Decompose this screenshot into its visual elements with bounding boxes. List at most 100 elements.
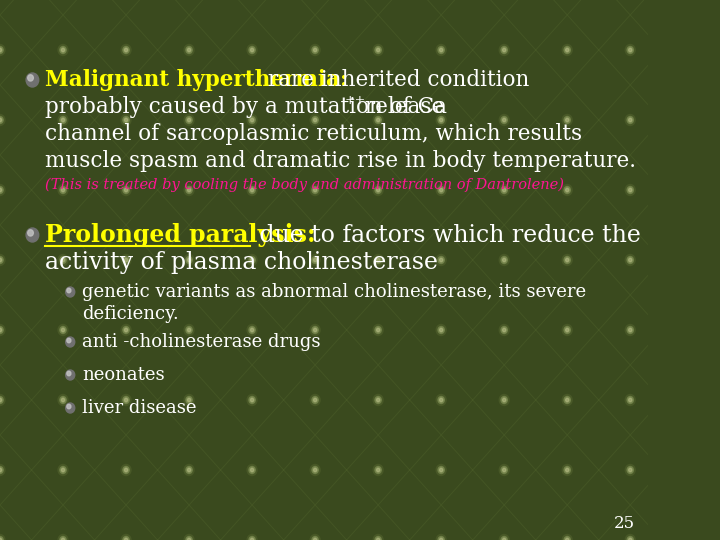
Circle shape	[499, 325, 509, 335]
Circle shape	[436, 535, 446, 540]
Circle shape	[377, 398, 379, 402]
Circle shape	[125, 328, 127, 332]
Circle shape	[627, 186, 634, 193]
Circle shape	[187, 328, 191, 332]
Circle shape	[251, 48, 253, 52]
Circle shape	[251, 328, 253, 332]
Circle shape	[312, 396, 318, 403]
Circle shape	[58, 44, 68, 56]
Circle shape	[438, 467, 444, 474]
Circle shape	[184, 185, 194, 195]
Circle shape	[564, 186, 570, 193]
Circle shape	[186, 537, 192, 540]
Circle shape	[66, 287, 75, 297]
Circle shape	[627, 537, 634, 540]
Circle shape	[0, 537, 3, 540]
Circle shape	[438, 46, 444, 53]
Circle shape	[377, 468, 379, 472]
Circle shape	[58, 395, 68, 406]
Circle shape	[61, 48, 65, 52]
Circle shape	[66, 403, 75, 413]
Circle shape	[0, 188, 1, 192]
Circle shape	[377, 258, 379, 262]
Circle shape	[121, 395, 131, 406]
Circle shape	[121, 114, 131, 125]
Circle shape	[436, 185, 446, 195]
Circle shape	[566, 118, 569, 122]
Circle shape	[373, 325, 383, 335]
Circle shape	[438, 396, 444, 403]
Circle shape	[184, 254, 194, 266]
Circle shape	[251, 118, 253, 122]
Circle shape	[562, 535, 572, 540]
Circle shape	[625, 464, 635, 476]
Circle shape	[566, 328, 569, 332]
Circle shape	[121, 464, 131, 476]
Circle shape	[375, 46, 382, 53]
Circle shape	[436, 325, 446, 335]
Circle shape	[627, 327, 634, 334]
Circle shape	[249, 327, 256, 334]
Circle shape	[439, 188, 443, 192]
Circle shape	[247, 395, 257, 406]
Circle shape	[629, 118, 632, 122]
Circle shape	[123, 46, 129, 53]
Circle shape	[184, 535, 194, 540]
Circle shape	[0, 46, 3, 53]
Circle shape	[562, 325, 572, 335]
Circle shape	[313, 118, 317, 122]
Text: due to factors which reduce the: due to factors which reduce the	[252, 224, 641, 246]
Circle shape	[436, 464, 446, 476]
Circle shape	[501, 396, 508, 403]
Circle shape	[60, 186, 66, 193]
Circle shape	[0, 468, 1, 472]
Circle shape	[375, 537, 382, 540]
Circle shape	[186, 327, 192, 334]
Circle shape	[187, 468, 191, 472]
Circle shape	[187, 48, 191, 52]
Circle shape	[566, 48, 569, 52]
Circle shape	[186, 186, 192, 193]
Circle shape	[562, 185, 572, 195]
Circle shape	[251, 258, 253, 262]
Circle shape	[60, 117, 66, 124]
Circle shape	[310, 464, 320, 476]
Text: liver disease: liver disease	[82, 399, 197, 417]
Circle shape	[564, 467, 570, 474]
Circle shape	[121, 325, 131, 335]
Circle shape	[125, 468, 127, 472]
Circle shape	[184, 464, 194, 476]
Circle shape	[249, 467, 256, 474]
Circle shape	[187, 538, 191, 540]
Circle shape	[312, 467, 318, 474]
Circle shape	[503, 118, 506, 122]
Circle shape	[0, 396, 3, 403]
Circle shape	[629, 258, 632, 262]
Circle shape	[564, 46, 570, 53]
Circle shape	[187, 258, 191, 262]
Circle shape	[61, 258, 65, 262]
Circle shape	[439, 538, 443, 540]
Circle shape	[564, 537, 570, 540]
Circle shape	[125, 258, 127, 262]
Circle shape	[125, 118, 127, 122]
Circle shape	[629, 398, 632, 402]
Circle shape	[375, 327, 382, 334]
Circle shape	[503, 188, 506, 192]
Circle shape	[373, 114, 383, 125]
Circle shape	[562, 254, 572, 266]
Circle shape	[438, 537, 444, 540]
Text: Prolonged paralysis:: Prolonged paralysis:	[45, 223, 315, 247]
Circle shape	[310, 395, 320, 406]
Circle shape	[499, 535, 509, 540]
Circle shape	[439, 328, 443, 332]
Circle shape	[58, 114, 68, 125]
Circle shape	[377, 118, 379, 122]
Circle shape	[438, 117, 444, 124]
Circle shape	[627, 256, 634, 264]
Circle shape	[58, 464, 68, 476]
Text: anti -cholinesterase drugs: anti -cholinesterase drugs	[82, 333, 320, 351]
Circle shape	[66, 337, 75, 347]
Circle shape	[67, 338, 71, 343]
Text: probably caused by a mutation of Ca: probably caused by a mutation of Ca	[45, 96, 447, 118]
